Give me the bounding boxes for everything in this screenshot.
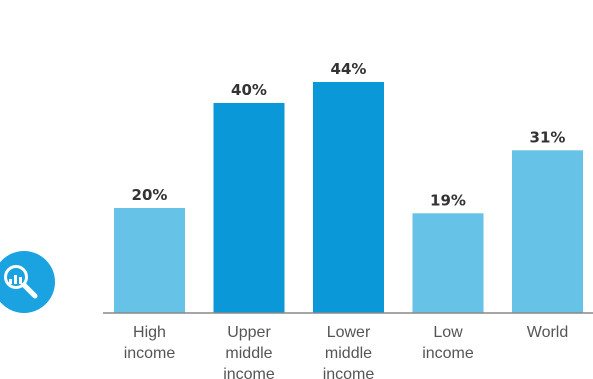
- bar-2: [313, 82, 384, 313]
- bar-4: [512, 150, 583, 314]
- category-label-3: Low income: [422, 324, 474, 362]
- bars-group: [114, 82, 583, 314]
- value-labels-group: 20% 40% 44% 19% 31%: [132, 60, 566, 209]
- value-label-4: 31%: [530, 128, 566, 146]
- value-label-0: 20%: [132, 186, 168, 204]
- category-label-0: High income: [124, 324, 176, 362]
- value-label-1: 40%: [231, 81, 267, 99]
- category-labels-group: High income Upper middle income Lower middle in…: [124, 324, 569, 379]
- bar-1: [213, 103, 285, 313]
- category-label-4: World: [527, 324, 569, 341]
- value-label-2: 44%: [331, 60, 367, 78]
- bar-0: [114, 208, 185, 313]
- category-label-1: Upper middle income: [223, 324, 275, 379]
- value-label-3: 19%: [430, 191, 466, 209]
- bar-3: [412, 213, 484, 314]
- magnifier-chart-icon: [0, 251, 55, 313]
- category-label-2: Lower middle income: [323, 324, 375, 379]
